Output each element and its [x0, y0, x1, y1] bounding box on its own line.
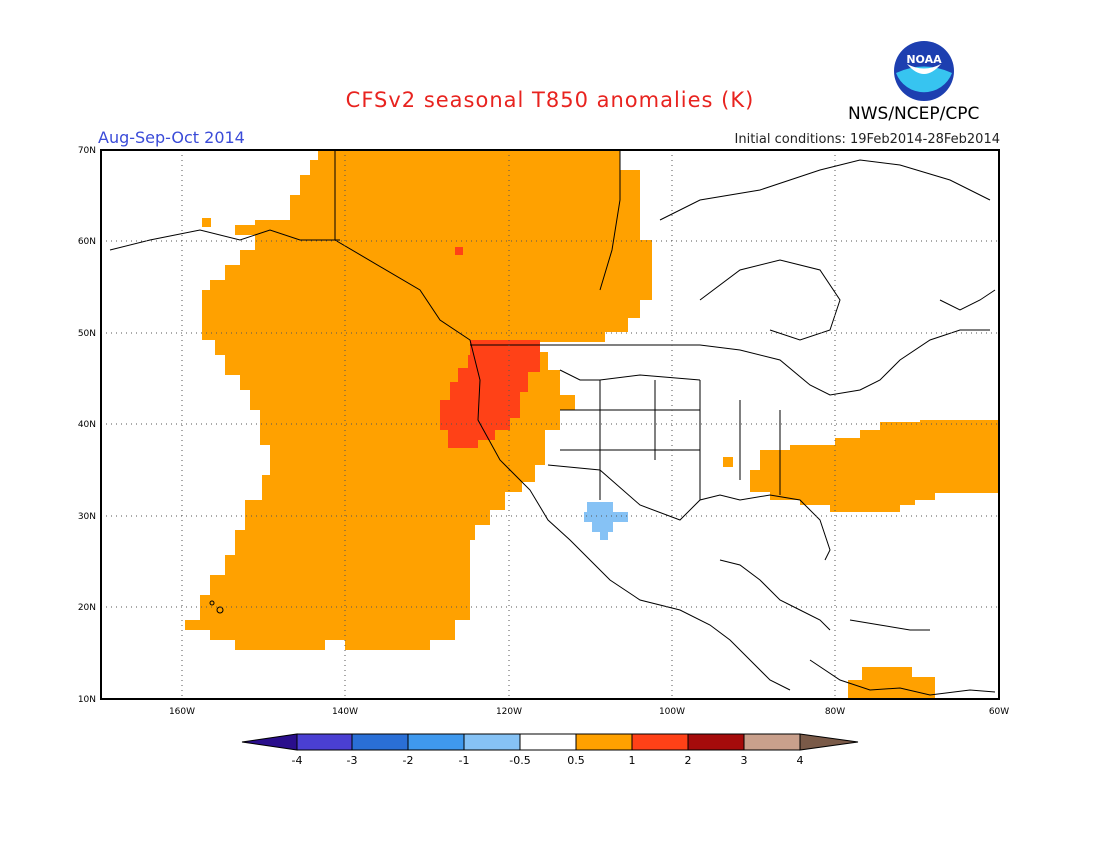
- map-frame: [100, 149, 1000, 700]
- logo-text: NOAA: [906, 53, 942, 66]
- lat-label: 30N: [78, 512, 96, 522]
- lat-label: 40N: [78, 420, 96, 430]
- colorbar-label: -0.5: [509, 754, 530, 767]
- warm-anomaly-region-pacific: [185, 150, 652, 650]
- colorbar-label: 1: [629, 754, 636, 767]
- colorbar-label: -2: [403, 754, 414, 767]
- colorbar-swatch: [687, 733, 745, 751]
- lon-label: 160W: [169, 707, 195, 717]
- colorbar-label: 3: [741, 754, 748, 767]
- lat-label: 10N: [78, 695, 96, 705]
- colorbar-label: -4: [292, 754, 303, 767]
- colorbar-swatch: [743, 733, 801, 751]
- colorbar-label: -1: [459, 754, 470, 767]
- lon-label: 120W: [496, 707, 522, 717]
- colorbar-swatch: [241, 733, 298, 751]
- initial-conditions-label: Initial conditions: 19Feb2014-28Feb2014: [734, 132, 1000, 147]
- cool-anomaly-region-mexico: [584, 502, 628, 540]
- lon-label: 80W: [825, 707, 845, 717]
- colorbar-label: 2: [685, 754, 692, 767]
- colorbar-label: 4: [797, 754, 804, 767]
- lat-label: 20N: [78, 603, 96, 613]
- warm-anomaly-region-atlantic: [750, 420, 999, 512]
- lon-label: 140W: [332, 707, 358, 717]
- agency-label: NWS/NCEP/CPC: [848, 104, 980, 124]
- colorbar-swatch: [519, 733, 577, 751]
- colorbar-swatch: [351, 733, 409, 751]
- colorbar: [241, 733, 859, 751]
- lat-label: 60N: [78, 237, 96, 247]
- colorbar-swatch: [575, 733, 633, 751]
- colorbar-swatch: [296, 733, 353, 751]
- colorbar-swatch: [799, 733, 859, 751]
- warm-anomaly-region-caribbean: [848, 667, 935, 699]
- period-label: Aug-Sep-Oct 2014: [98, 128, 245, 147]
- lat-label: 50N: [78, 329, 96, 339]
- colorbar-label: 0.5: [567, 754, 585, 767]
- lon-label: 100W: [659, 707, 685, 717]
- colorbar-swatch: [463, 733, 521, 751]
- chart-title: CFSv2 seasonal T850 anomalies (K): [345, 88, 755, 112]
- colorbar-swatch: [631, 733, 689, 751]
- colorbar-label: -3: [347, 754, 358, 767]
- lon-label: 60W: [989, 707, 1009, 717]
- lat-label: 70N: [78, 146, 96, 156]
- colorbar-swatch: [407, 733, 465, 751]
- noaa-logo-icon: NOAA: [894, 41, 954, 101]
- hot-anomaly-region-northwest: [440, 340, 540, 448]
